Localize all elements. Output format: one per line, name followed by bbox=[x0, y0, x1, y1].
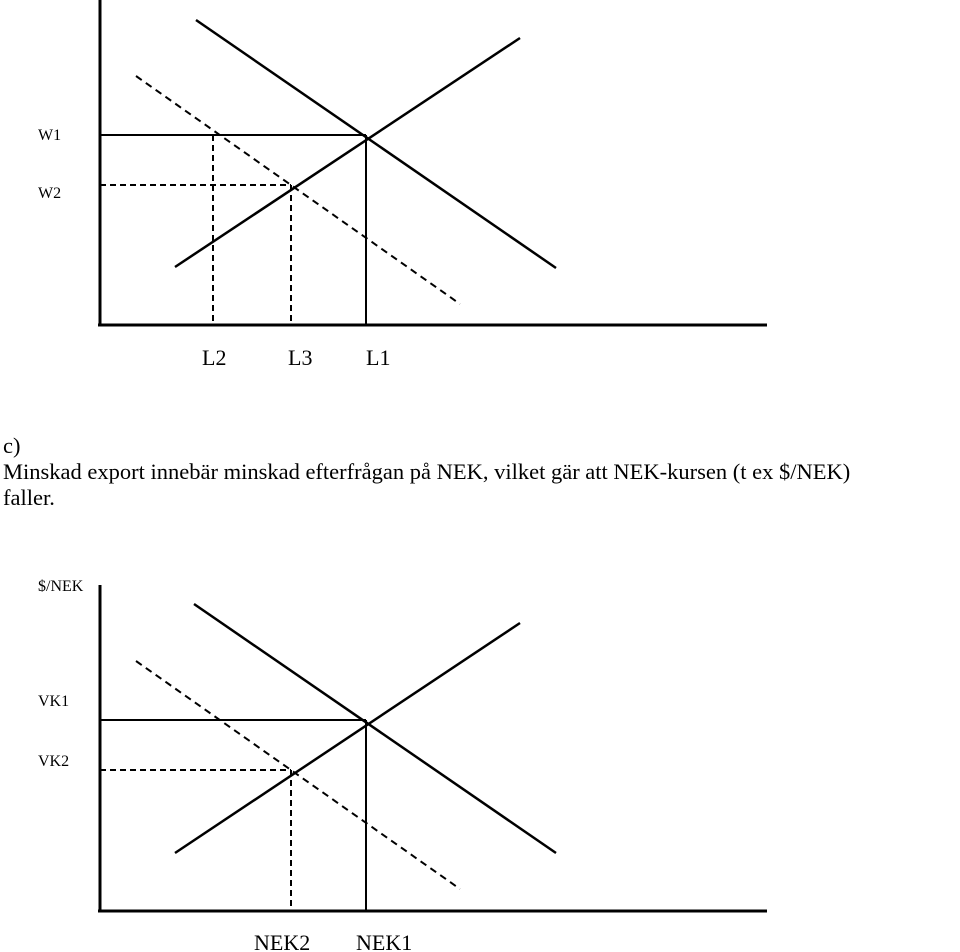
demand-curve bbox=[193, 602, 557, 855]
vk2-label: VK2 bbox=[38, 753, 69, 770]
part-label: c) bbox=[3, 433, 21, 458]
explanation-line-1: Minskad export innebär minskad efterfråg… bbox=[3, 459, 851, 484]
shifted-demand-curve bbox=[135, 75, 461, 305]
w2-label: W2 bbox=[38, 185, 61, 202]
l2-label: L2 bbox=[202, 345, 226, 370]
nek2-label: NEK2 bbox=[254, 930, 310, 952]
supply-curve bbox=[174, 36, 521, 269]
nek1-label: NEK1 bbox=[356, 930, 412, 952]
vk1-label: VK1 bbox=[38, 693, 69, 710]
l1-label: L1 bbox=[366, 345, 390, 370]
currency-market-diagram: $/NEK VK1 VK2 NEK2 NEK1 bbox=[38, 578, 767, 952]
supply-curve bbox=[174, 621, 521, 855]
demand-curve bbox=[195, 18, 557, 270]
explanation-line-2: faller. bbox=[3, 485, 55, 510]
explanation-text: c) Minskad export innebär minskad efterf… bbox=[3, 433, 960, 511]
y-axis-label: $/NEK bbox=[38, 578, 84, 595]
shifted-demand-curve bbox=[135, 660, 461, 890]
labor-market-diagram: W1 W2 L2 L3 L1 bbox=[38, 0, 767, 370]
w1-label: W1 bbox=[38, 127, 61, 144]
l3-label: L3 bbox=[288, 345, 312, 370]
